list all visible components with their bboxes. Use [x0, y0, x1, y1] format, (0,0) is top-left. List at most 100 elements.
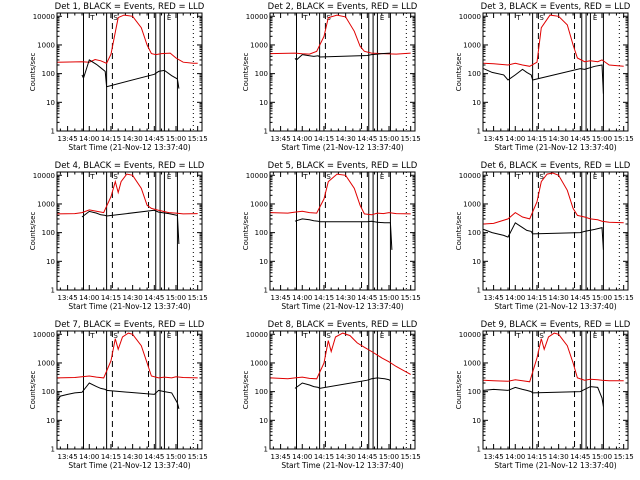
event-marker-e: E: [167, 173, 171, 181]
x-tick-label: 14:30: [336, 135, 356, 143]
y-tick-label: 100: [468, 229, 481, 237]
event-marker-s: S: [539, 173, 544, 181]
x-tick-label: 13:45: [57, 294, 77, 302]
x-tick-label: 14:00: [505, 453, 525, 461]
y-tick-label: 10000: [246, 13, 268, 21]
y-tick-label: 1: [477, 287, 481, 295]
event-marker-s: S: [113, 332, 118, 340]
panel-title: Det 1, BLACK = Events, RED = LLD: [55, 2, 205, 12]
x-tick-label: 15:00: [592, 453, 612, 461]
series-group: [270, 14, 411, 61]
x-tick-label: 14:15: [101, 294, 121, 302]
y-tick-label: 10: [46, 417, 55, 425]
panel-title: Det 7, BLACK = Events, RED = LLD: [55, 320, 205, 330]
y-tick-label: 10000: [33, 172, 55, 180]
x-tick-label: 15:15: [188, 453, 208, 461]
series-lld-line: [483, 172, 624, 225]
event-marker-t: T: [515, 332, 521, 340]
x-tick-label: 14:45: [357, 294, 377, 302]
x-axis-label: Start Time (21-Nov-12 13:37:40): [494, 143, 616, 152]
plot-frame: [482, 330, 629, 450]
x-tick-label: 13:45: [483, 453, 503, 461]
event-marker-s: S: [326, 332, 331, 340]
event-marker-t: T: [89, 14, 95, 22]
y-tick-label: 100: [468, 70, 481, 78]
x-tick-label: 14:30: [336, 294, 356, 302]
event-marker-t: T: [302, 173, 308, 181]
x-tick-label: 14:30: [549, 294, 569, 302]
event-marker-t: T: [515, 173, 521, 181]
event-marker-e: E: [167, 14, 171, 22]
y-axis-label: Counts/sec: [455, 212, 463, 251]
series-events-line: [483, 386, 604, 407]
x-tick-label: 14:45: [570, 453, 590, 461]
x-axis-label: Start Time (21-Nov-12 13:37:40): [68, 461, 190, 470]
series-events-line: [294, 218, 393, 250]
x-tick-label: 14:45: [357, 453, 377, 461]
x-tick-label: 15:00: [379, 135, 399, 143]
event-marker-s: S: [539, 332, 544, 340]
y-tick-label: 10: [46, 258, 55, 266]
detector-panel-5: Det 5, BLACK = Events, RED = LLD 1 10 100 10…: [242, 161, 421, 311]
x-tick-label: 14:00: [505, 135, 525, 143]
x-tick-label: 13:45: [57, 135, 77, 143]
plot-frame: [56, 330, 203, 450]
series-lld-line: [483, 14, 624, 67]
x-tick-label: 13:45: [483, 294, 503, 302]
x-tick-label: 15:15: [614, 135, 634, 143]
x-tick-label: 15:15: [614, 453, 634, 461]
y-tick-label: 1000: [463, 359, 481, 367]
panel-title: Det 2, BLACK = Events, RED = LLD: [268, 2, 418, 12]
event-marker-e: E: [167, 332, 171, 340]
y-tick-label: 1: [51, 128, 55, 136]
y-tick-label: 100: [255, 388, 268, 396]
y-tick-label: 10: [46, 99, 55, 107]
y-tick-label: 1000: [37, 200, 55, 208]
x-tick-label: 14:30: [123, 453, 143, 461]
y-tick-label: 10: [259, 99, 268, 107]
x-tick-label: 15:00: [166, 453, 186, 461]
event-marker-t: T: [89, 332, 95, 340]
y-tick-label: 1000: [37, 41, 55, 49]
y-tick-label: 1: [477, 446, 481, 454]
y-tick-label: 10000: [459, 331, 481, 339]
series-lld-line: [270, 332, 411, 380]
panel-title: Det 4, BLACK = Events, RED = LLD: [55, 161, 205, 171]
x-tick-label: 14:15: [101, 135, 121, 143]
x-tick-label: 13:45: [270, 294, 290, 302]
panel-title: Det 5, BLACK = Events, RED = LLD: [268, 161, 418, 171]
series-lld-line: [483, 332, 624, 383]
event-marker-e: E: [380, 14, 384, 22]
detector-panel-8: Det 8, BLACK = Events, RED = LLD 1 10 100 10…: [242, 320, 421, 470]
x-tick-label: 15:00: [592, 135, 612, 143]
y-tick-label: 100: [42, 70, 55, 78]
x-tick-label: 14:00: [505, 294, 525, 302]
event-marker-s: S: [113, 14, 118, 22]
series-group: [483, 14, 624, 94]
plot-frame: [269, 330, 416, 450]
x-tick-label: 14:45: [144, 453, 164, 461]
y-tick-label: 1: [51, 446, 55, 454]
x-axis-label: Start Time (21-Nov-12 13:37:40): [281, 143, 403, 152]
event-marker-s: S: [326, 173, 331, 181]
event-marker-t: T: [89, 173, 95, 181]
event-marker-s: S: [113, 173, 118, 181]
y-tick-label: 1000: [463, 41, 481, 49]
y-tick-label: 1: [264, 446, 268, 454]
y-tick-label: 10: [472, 258, 481, 266]
series-events-line: [483, 222, 604, 250]
x-tick-label: 14:45: [144, 294, 164, 302]
y-tick-label: 100: [42, 229, 55, 237]
panel-title: Det 9, BLACK = Events, RED = LLD: [481, 320, 631, 330]
x-tick-label: 14:45: [570, 294, 590, 302]
x-tick-label: 14:00: [79, 135, 99, 143]
x-tick-label: 14:15: [527, 294, 547, 302]
plot-frame: [482, 171, 629, 291]
x-tick-label: 13:45: [57, 453, 77, 461]
panel-title: Det 6, BLACK = Events, RED = LLD: [481, 161, 631, 171]
x-axis-label: Start Time (21-Nov-12 13:37:40): [281, 461, 403, 470]
x-axis-label: Start Time (21-Nov-12 13:37:40): [494, 302, 616, 311]
y-axis-label: Counts/sec: [455, 53, 463, 92]
x-tick-label: 13:45: [483, 135, 503, 143]
